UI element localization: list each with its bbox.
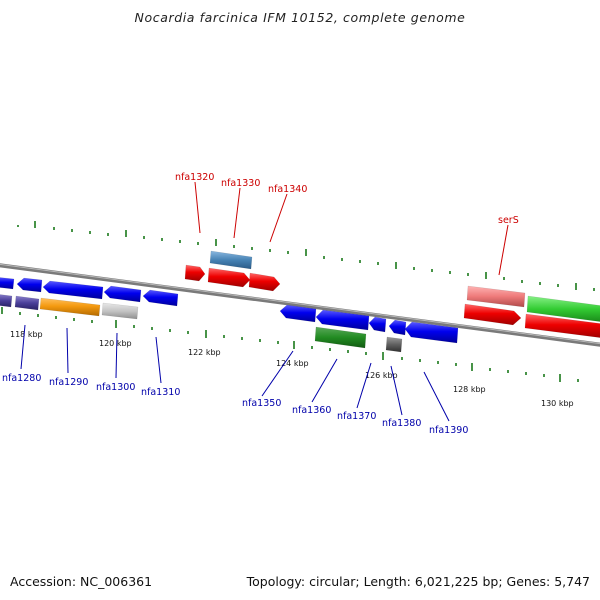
gene-nfa1370[interactable] (368, 316, 387, 333)
top-leader-lines (194, 181, 509, 276)
bottom-leader-lines (20, 324, 450, 422)
gene-nfa1300[interactable] (101, 302, 139, 320)
gene-blue-long[interactable] (42, 280, 104, 300)
gene-label-nfa1280: nfa1280 (2, 373, 41, 384)
gene-label-nfa1380: nfa1380 (382, 418, 421, 429)
gene-label-nfa1390: nfa1390 (429, 425, 468, 436)
gene-nfa1360[interactable] (314, 326, 367, 349)
gene-nfa1290[interactable] (39, 297, 101, 317)
gene-nfa1340-b[interactable] (248, 272, 281, 292)
scale-label: 124 kbp (276, 359, 309, 368)
gene-label-nfa1330: nfa1330 (221, 178, 260, 189)
gene-nfa1280-b[interactable] (14, 295, 40, 311)
upper-tick-row (17, 221, 595, 291)
gene-nfa1350[interactable] (279, 304, 317, 323)
genome-summary: Topology: circular; Length: 6,021,225 bp… (246, 574, 590, 589)
gene-red-right[interactable] (524, 313, 600, 338)
genome-backbone (0, 263, 600, 347)
gene-label-nfa1300: nfa1300 (96, 382, 135, 393)
scale-label: 130 kbp (541, 399, 574, 408)
scale-labels: 118 kbp 120 kbp 122 kbp 124 kbp 126 kbp … (10, 330, 574, 408)
gene-nfa1330[interactable] (209, 250, 253, 270)
gene-blue-mid[interactable] (103, 285, 142, 303)
gene-nfa1310[interactable] (142, 289, 179, 307)
scale-label: 118 kbp (10, 330, 43, 339)
gene-nfa1360-blue[interactable] (315, 309, 370, 331)
map-title: Nocardia farcinica IFM 10152, complete g… (134, 10, 466, 25)
forward-strand-genes (184, 250, 600, 338)
gene-nfa1380-blue[interactable] (388, 319, 407, 336)
gene-label-nfa1320: nfa1320 (175, 172, 214, 183)
reverse-strand-genes (0, 277, 459, 353)
scale-label: 120 kbp (99, 339, 132, 348)
top-gene-labels: nfa1320 nfa1330 nfa1340 serS (175, 172, 519, 226)
gene-label-serS: serS (498, 215, 519, 226)
gene-blue-edge[interactable] (0, 277, 15, 290)
gene-nfa1380[interactable] (385, 336, 403, 353)
accession-label: Accession: NC_006361 (10, 574, 153, 589)
lower-tick-row (1, 307, 579, 382)
gene-serS[interactable] (463, 303, 522, 326)
gene-nfa1280[interactable] (0, 294, 13, 308)
gene-nfa1390[interactable] (404, 321, 459, 344)
scale-label: 122 kbp (188, 348, 221, 357)
bottom-gene-labels: nfa1280 nfa1290 nfa1300 nfa1310 nfa1350 … (2, 373, 468, 436)
scale-label: 128 kbp (453, 385, 486, 394)
gene-nfa1320[interactable] (184, 264, 206, 282)
gene-green-right[interactable] (526, 295, 600, 322)
gene-label-nfa1310: nfa1310 (141, 387, 180, 398)
gene-nfa1340-a[interactable] (207, 267, 251, 288)
genome-backbone-highlight (0, 263, 600, 345)
scale-label: 126 kbp (365, 371, 398, 380)
gene-label-nfa1370: nfa1370 (337, 411, 376, 422)
gene-blue-small[interactable] (16, 277, 43, 293)
gene-serS-pink[interactable] (466, 285, 526, 308)
gene-label-nfa1350: nfa1350 (242, 398, 281, 409)
gene-label-nfa1340: nfa1340 (268, 184, 307, 195)
gene-label-nfa1360: nfa1360 (292, 405, 331, 416)
gene-label-nfa1290: nfa1290 (49, 377, 88, 388)
